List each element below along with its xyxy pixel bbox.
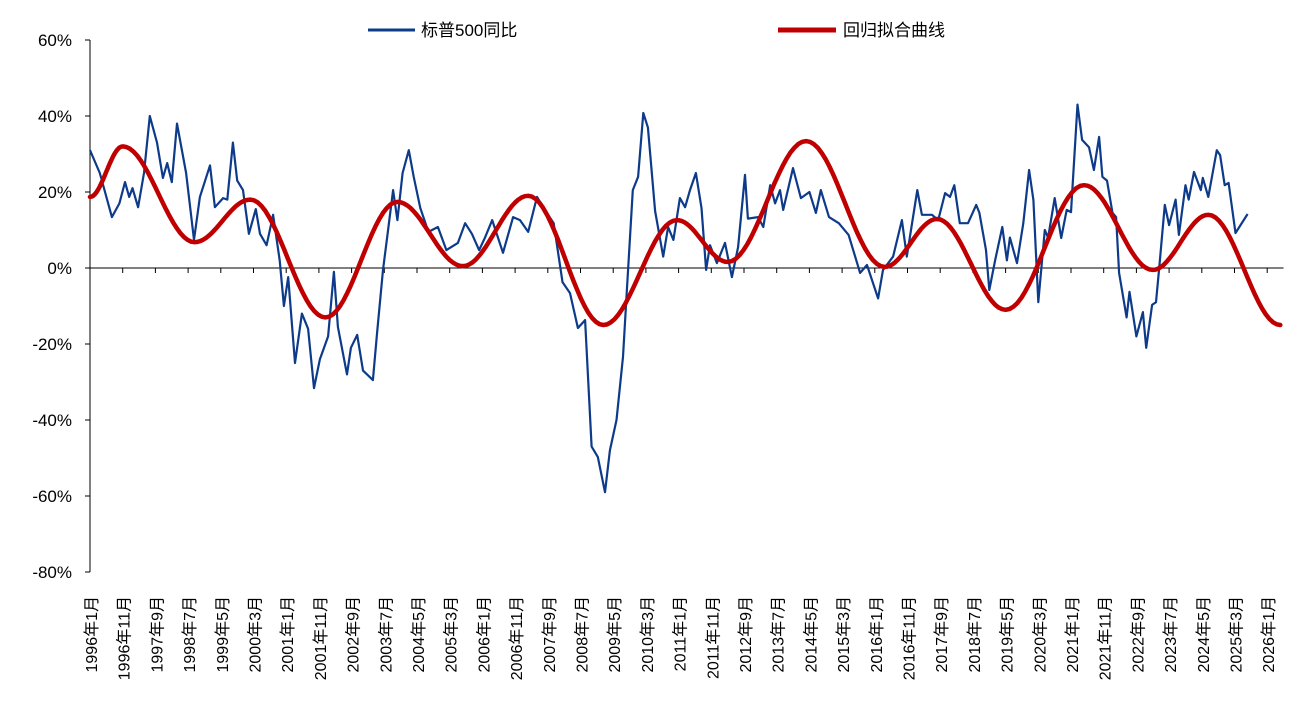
x-tick-label: 2018年7月 — [966, 596, 984, 673]
x-tick-label: 2003年7月 — [377, 596, 395, 673]
x-tick-label: 2022年9月 — [1129, 596, 1147, 673]
series-line-fitted-curve — [87, 138, 1283, 328]
x-tick-label: 2025年3月 — [1228, 596, 1246, 673]
y-tick-label: -60% — [32, 487, 72, 506]
x-tick-label: 2019年5月 — [999, 596, 1017, 673]
y-tick-label: 40% — [38, 107, 72, 126]
legend-label-sp500-yoy: 标普500同比 — [421, 21, 517, 40]
x-tick-label: 1996年11月 — [116, 596, 134, 680]
y-tick-label: 20% — [38, 183, 72, 202]
x-tick-label: 2011年1月 — [672, 596, 690, 671]
x-tick-label: 2002年9月 — [345, 596, 363, 673]
y-tick-label: 0% — [47, 259, 72, 278]
x-tick-label: 2008年7月 — [574, 596, 592, 673]
y-tick-label: -80% — [32, 563, 72, 582]
x-tick-label: 2014年5月 — [802, 596, 820, 673]
y-tick-label: -20% — [32, 335, 72, 354]
x-tick-label: 2010年3月 — [639, 596, 657, 673]
x-tick-label: 2015年3月 — [835, 596, 853, 673]
x-axis: 1996年1月 1996年11月 1997年9月 1998年7月 1999年5月 2000… — [83, 267, 1284, 680]
x-tick-label: 2024年5月 — [1195, 596, 1213, 673]
x-tick-label: 2013年7月 — [770, 596, 788, 673]
y-tick-label: -40% — [32, 411, 72, 430]
x-tick-label: 2016年11月 — [901, 596, 919, 680]
x-tick-label: 2000年3月 — [247, 596, 265, 673]
x-tick-label: 2009年5月 — [606, 596, 624, 673]
x-tick-label: 2023年7月 — [1162, 596, 1180, 673]
y-tick-label: 60% — [38, 31, 72, 50]
x-tick-label: 1998年7月 — [181, 596, 199, 673]
x-tick-label: 2007年9月 — [541, 596, 559, 673]
x-tick-label: 2004年5月 — [410, 596, 428, 673]
x-tick-label: 1996年1月 — [83, 596, 101, 673]
x-tick-label: 2026年1月 — [1260, 596, 1278, 673]
x-tick-label: 2006年1月 — [475, 596, 493, 673]
x-tick-label: 1997年9月 — [148, 596, 166, 673]
x-tick-label: 2011年11月 — [704, 596, 722, 679]
x-tick-label: 1999年5月 — [214, 596, 232, 673]
legend: 标普500同比 回归拟合曲线 — [368, 21, 945, 40]
x-tick-label: 2020年3月 — [1031, 596, 1049, 673]
y-axis: 60% 40% 20% 0% -20% -40% -60% -80% — [32, 31, 91, 582]
series-group — [87, 103, 1283, 494]
x-tick-label: 2021年1月 — [1064, 596, 1082, 673]
x-tick-label: 2001年1月 — [279, 596, 297, 673]
x-tick-label: 2001年11月 — [312, 596, 330, 680]
x-tick-label: 2016年1月 — [868, 596, 886, 673]
x-tick-label: 2006年11月 — [508, 596, 526, 680]
legend-label-fitted-curve: 回归拟合曲线 — [843, 21, 945, 40]
x-tick-label: 2021年11月 — [1097, 596, 1115, 680]
series-line-sp500-yoy — [88, 103, 1249, 494]
x-tick-label: 2012年9月 — [737, 596, 755, 673]
x-tick-label: 2017年9月 — [933, 596, 951, 673]
x-tick-label: 2005年3月 — [443, 596, 461, 673]
